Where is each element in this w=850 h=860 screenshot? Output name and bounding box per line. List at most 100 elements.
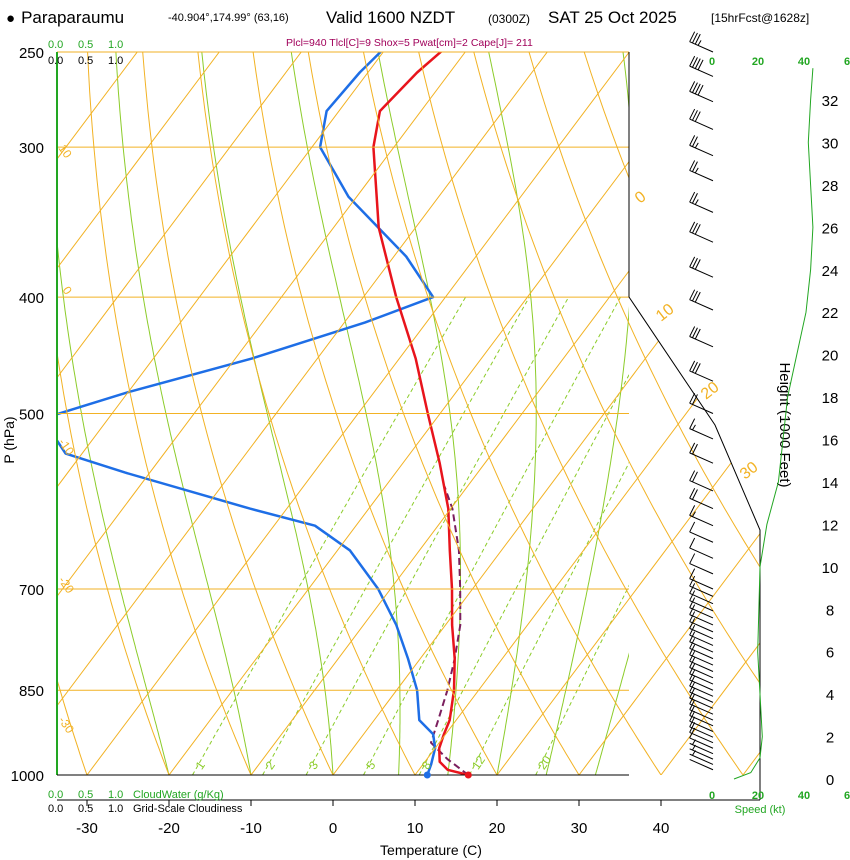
wind-barb [689, 575, 714, 597]
wind-barb-staff [689, 720, 714, 732]
wind-barb-flag [692, 327, 698, 338]
moist-adiabat-20 [488, 52, 537, 775]
wind-barb-half-flag [697, 40, 702, 46]
height-label-18: 18 [822, 390, 839, 407]
wind-barb-flag [689, 537, 696, 549]
wind-barb-flag [689, 360, 696, 372]
wind-barb [689, 537, 714, 559]
x-tick-label-20: 20 [489, 820, 506, 837]
isotherm-50 [742, 52, 760, 775]
surface-dewpoint-marker [423, 771, 431, 779]
wind-barb-staff [689, 654, 714, 666]
moist-adiabat--10 [115, 52, 252, 775]
wind-barb-flag [689, 418, 696, 429]
wind-barb-flag [689, 553, 696, 564]
isotherm-40 [660, 52, 760, 775]
wind-barb [689, 31, 714, 53]
wind-barb-flag [689, 521, 696, 533]
dry-adiabat-80 [577, 52, 760, 775]
wind-barb-flag [694, 259, 701, 270]
bottom-cloudwater-label-1: 0.5 [78, 789, 93, 801]
mixing-ratio-5 [363, 296, 621, 775]
station-title: ● Paraparaumu [6, 8, 124, 28]
wind-barb-staff [689, 685, 714, 697]
wind-barb-flag [689, 256, 696, 268]
wind-barb-staff [689, 118, 714, 130]
wind-barb [689, 81, 714, 103]
height-label-30: 30 [822, 135, 839, 152]
mixing-ratio-3 [305, 296, 570, 775]
x-tick-label--20: -20 [158, 820, 180, 837]
wind-barb-staff [689, 514, 714, 527]
wind-barb-staff [689, 660, 714, 672]
dewpoint-line [57, 52, 437, 775]
x-axis-title: Temperature (C) [380, 842, 482, 858]
wind-barb-flag [697, 84, 704, 96]
pressure-label-300: 300 [19, 140, 44, 157]
wind-barb-flag [689, 31, 696, 42]
wind-barb-flag [689, 597, 696, 608]
wind-barb-staff [689, 563, 714, 575]
wind-barb-flag [694, 111, 701, 122]
x-tick-label-10: 10 [407, 820, 424, 837]
wind-barb [689, 597, 714, 619]
isotherm--80 [57, 52, 220, 775]
wind-barb-staff [689, 607, 714, 619]
wind-barb-flag [689, 81, 696, 92]
wind-barb-flag [692, 193, 698, 204]
wind-barb-staff [689, 231, 714, 243]
wind-barb-flag [689, 442, 696, 454]
dry-adiabat--10 [86, 52, 263, 775]
wind-barb-half-flag [694, 199, 699, 205]
speed-top-label-1: 20 [752, 56, 764, 68]
wind-barb-staff [689, 370, 714, 382]
wind-barb-staff [689, 673, 714, 685]
wind-barb [689, 191, 714, 213]
speed-bottom-label-0: 0 [709, 790, 715, 802]
wind-barb-flag [689, 55, 696, 67]
wind-barb [689, 418, 714, 440]
wind-barb-staff [689, 748, 714, 760]
wind-barb-flag [689, 221, 696, 233]
wind-barb-flag [694, 363, 701, 374]
wind-barb-flag [689, 392, 696, 404]
speed-top-label-0: 0 [709, 56, 715, 68]
dry-adiabat-30 [304, 52, 596, 775]
dry-adiabat-70 [522, 52, 760, 775]
wind-barb [689, 488, 714, 510]
wind-barb-staff [689, 614, 714, 626]
wind-barb-flag [694, 33, 701, 45]
wind-barb-staff [689, 641, 714, 653]
station-coords: -40.904°,174.99° (63,16) [168, 12, 289, 24]
x-tick-label--10: -10 [240, 820, 262, 837]
wind-barb-flag [689, 191, 696, 203]
left-adiabat-label-0: 10 [56, 142, 75, 161]
wind-barb-flag [692, 443, 698, 455]
left-adiabat-label-2: -10 [56, 436, 78, 459]
wind-barb [689, 289, 714, 311]
wind-barb-flag [694, 291, 701, 303]
wind-barb-flag [689, 624, 696, 636]
x-tick-label-30: 30 [571, 820, 588, 837]
right-adiabat-label-0: 0 [632, 188, 650, 207]
wind-barb-flag [692, 361, 698, 373]
wind-barb-flag [689, 611, 696, 622]
top-cloudiness-label-1: 0.5 [78, 55, 93, 67]
wind-barb-staff [689, 667, 714, 679]
wind-barb-staff [689, 497, 714, 510]
wind-barb-flag [692, 489, 698, 500]
station-dot-icon: ● [6, 10, 16, 27]
wind-barb [689, 326, 714, 348]
dry-adiabat-0 [140, 52, 346, 775]
wind-barb-flag [689, 470, 696, 481]
wind-barb [689, 521, 714, 543]
wind-barb [689, 160, 714, 182]
wind-barb [689, 553, 714, 575]
forecast-run: [15hrFcst@1628z] [711, 11, 810, 25]
mixing-ratio-label-12: 12 [469, 753, 488, 772]
wind-barb-flag [697, 59, 704, 71]
wind-barb-flag [689, 108, 696, 120]
wind-barb-staff [689, 547, 714, 559]
wind-barb-flag [694, 224, 701, 235]
wind-barb-flag [689, 727, 696, 739]
